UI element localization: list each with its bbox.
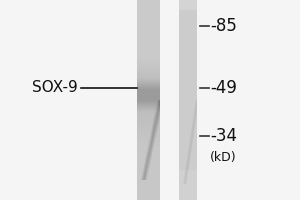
Text: -49: -49 [210, 79, 237, 97]
Text: -34: -34 [210, 127, 237, 145]
Text: (kD): (kD) [210, 152, 237, 164]
Text: SOX-9: SOX-9 [32, 80, 78, 96]
Text: -85: -85 [210, 17, 237, 35]
